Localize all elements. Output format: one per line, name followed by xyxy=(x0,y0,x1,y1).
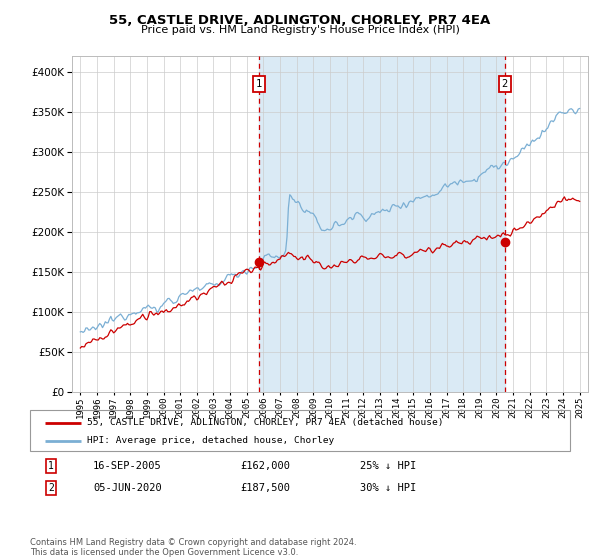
Text: £162,000: £162,000 xyxy=(240,461,290,471)
Text: 2: 2 xyxy=(502,79,508,89)
Text: 2: 2 xyxy=(48,483,54,493)
Text: Price paid vs. HM Land Registry's House Price Index (HPI): Price paid vs. HM Land Registry's House … xyxy=(140,25,460,35)
Text: 1: 1 xyxy=(256,79,262,89)
Text: 1: 1 xyxy=(48,461,54,471)
Text: 25% ↓ HPI: 25% ↓ HPI xyxy=(360,461,416,471)
Text: 30% ↓ HPI: 30% ↓ HPI xyxy=(360,483,416,493)
Text: 55, CASTLE DRIVE, ADLINGTON, CHORLEY, PR7 4EA: 55, CASTLE DRIVE, ADLINGTON, CHORLEY, PR… xyxy=(109,14,491,27)
Text: 55, CASTLE DRIVE, ADLINGTON, CHORLEY, PR7 4EA (detached house): 55, CASTLE DRIVE, ADLINGTON, CHORLEY, PR… xyxy=(87,418,443,427)
Text: £187,500: £187,500 xyxy=(240,483,290,493)
Text: 05-JUN-2020: 05-JUN-2020 xyxy=(93,483,162,493)
Bar xyxy=(259,56,505,392)
Text: Contains HM Land Registry data © Crown copyright and database right 2024.
This d: Contains HM Land Registry data © Crown c… xyxy=(30,538,356,557)
Text: 16-SEP-2005: 16-SEP-2005 xyxy=(93,461,162,471)
Text: HPI: Average price, detached house, Chorley: HPI: Average price, detached house, Chor… xyxy=(87,436,334,445)
